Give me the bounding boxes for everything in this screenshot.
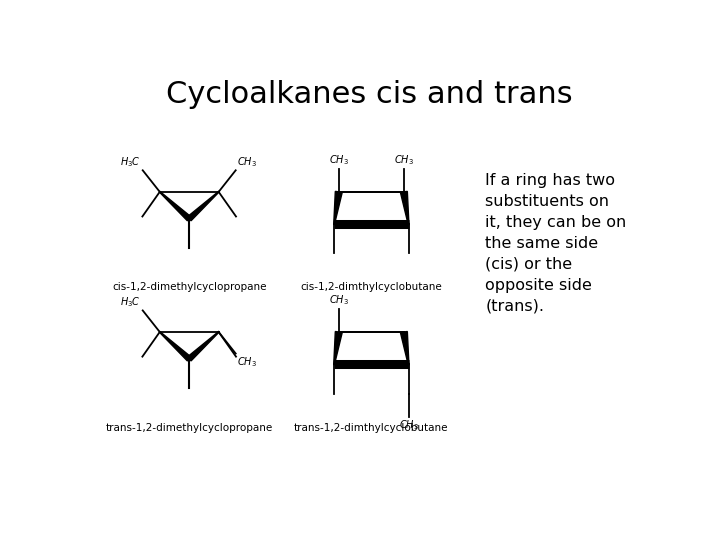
Text: $CH_3$: $CH_3$ xyxy=(238,355,257,369)
Text: $H_3C$: $H_3C$ xyxy=(120,295,141,309)
Text: trans-1,2-dimethylcyclopropane: trans-1,2-dimethylcyclopropane xyxy=(106,423,273,433)
Text: $CH_3$: $CH_3$ xyxy=(399,418,418,432)
Text: $CH_3$: $CH_3$ xyxy=(329,294,348,307)
Polygon shape xyxy=(160,192,191,221)
Text: $H_3C$: $H_3C$ xyxy=(120,155,141,168)
Polygon shape xyxy=(334,191,342,224)
Polygon shape xyxy=(187,192,219,221)
Text: $CH_3$: $CH_3$ xyxy=(238,155,257,168)
Text: $CH_3$: $CH_3$ xyxy=(329,153,348,167)
Polygon shape xyxy=(400,191,409,224)
Text: Cycloalkanes cis and trans: Cycloalkanes cis and trans xyxy=(166,80,572,109)
Polygon shape xyxy=(334,332,342,364)
Text: trans-1,2-dimthylcyclobutane: trans-1,2-dimthylcyclobutane xyxy=(294,423,449,433)
Polygon shape xyxy=(187,332,219,361)
Text: cis-1,2-dimthylcyclobutane: cis-1,2-dimthylcyclobutane xyxy=(300,281,442,292)
Polygon shape xyxy=(160,332,191,361)
Polygon shape xyxy=(400,332,409,364)
Text: If a ring has two
substituents on
it, they can be on
the same side
(cis) or the
: If a ring has two substituents on it, th… xyxy=(485,173,626,314)
Text: $CH_3$: $CH_3$ xyxy=(394,153,414,167)
Text: cis-1,2-dimethylcyclopropane: cis-1,2-dimethylcyclopropane xyxy=(112,281,266,292)
